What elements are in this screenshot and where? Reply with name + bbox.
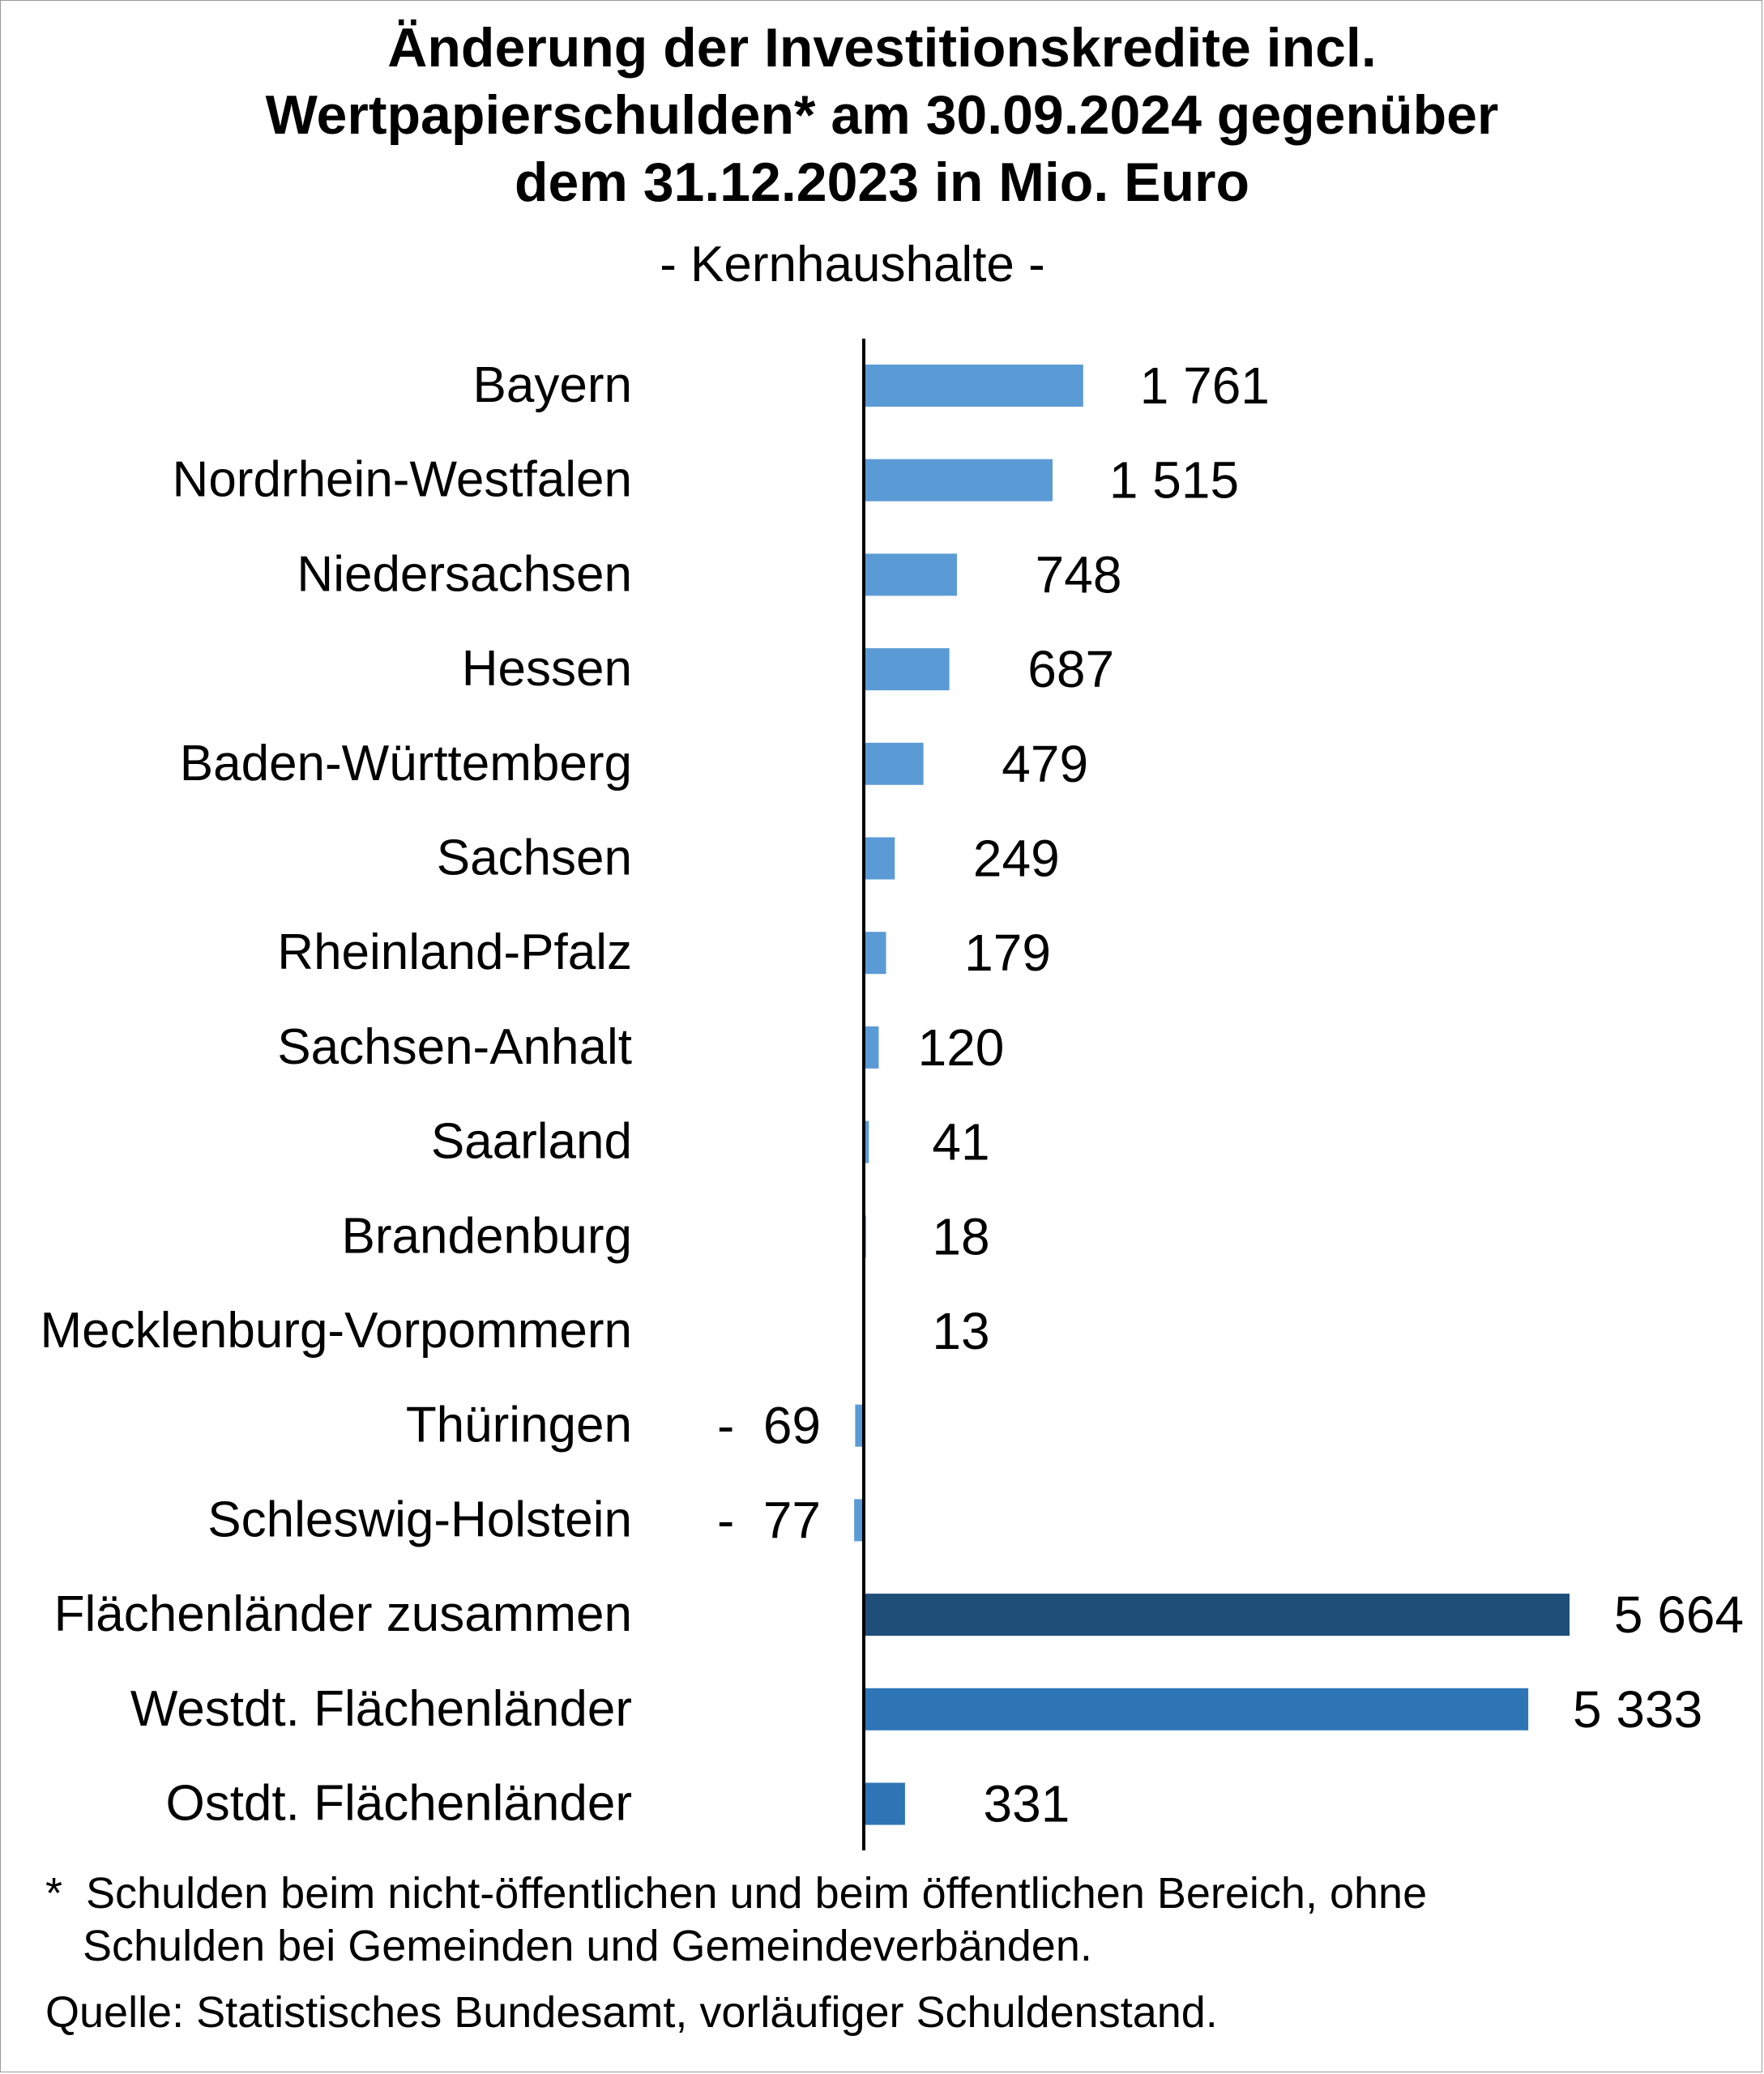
category-label: Nordrhein-Westfalen <box>173 452 632 508</box>
value-label: 249 <box>973 830 1060 888</box>
chart-title: Änderung der Investitionskredite incl. W… <box>0 15 1764 216</box>
bar <box>864 1688 1529 1730</box>
value-label: 331 <box>984 1775 1070 1833</box>
category-label: Rheinland-Pfalz <box>277 924 632 980</box>
category-label: Mecklenburg-Vorpommern <box>40 1303 632 1359</box>
bar <box>864 1120 869 1163</box>
bar <box>864 837 895 880</box>
bar <box>864 1782 905 1825</box>
value-label: 687 <box>1027 640 1114 698</box>
bar <box>864 459 1053 501</box>
category-label: Niedersachsen <box>297 546 632 602</box>
category-label: Schleswig-Holstein <box>207 1491 632 1547</box>
value-label: 41 <box>932 1113 989 1171</box>
title-line-2: Wertpapierschulden* am 30.09.2024 gegenü… <box>265 84 1499 146</box>
value-label: 479 <box>1002 735 1088 793</box>
category-label: Bayern <box>473 357 632 413</box>
value-label: 179 <box>964 924 1051 982</box>
bar <box>854 1499 864 1542</box>
footnote-line-2: Schulden bei Gemeinden und Gemeindeverbä… <box>83 1922 1092 1970</box>
category-label: Brandenburg <box>342 1208 633 1264</box>
bar <box>864 365 1083 407</box>
bar <box>864 648 950 691</box>
footnote-line-1: Schulden beim nicht-öffentlichen und bei… <box>86 1869 1428 1918</box>
value-label: 18 <box>932 1207 989 1265</box>
bar <box>864 742 924 785</box>
title-line-1: Änderung der Investitionskredite incl. <box>387 17 1377 79</box>
footnote-marker: * <box>45 1869 63 1918</box>
bar <box>864 932 886 975</box>
chart-subtitle: - Kernhaushalte - <box>660 237 1045 292</box>
value-label: 13 <box>932 1302 989 1360</box>
bar <box>864 1026 879 1069</box>
source-note: Quelle: Statistisches Bundesamt, vorläuf… <box>45 1988 1218 2037</box>
category-label: Ostdt. Flächenländer <box>165 1776 632 1832</box>
footnote: * Schulden beim nicht-öffentlichen und be… <box>45 1867 1731 1973</box>
category-label: Flächenländer zusammen <box>54 1586 632 1642</box>
value-label: 1 515 <box>1109 451 1239 510</box>
value-label: - 77 <box>717 1491 821 1549</box>
value-label: 748 <box>1036 545 1122 604</box>
category-label: Sachsen <box>437 830 632 886</box>
category-label: Sachsen-Anhalt <box>277 1019 632 1075</box>
bar <box>864 553 958 596</box>
value-label: 5 333 <box>1573 1680 1702 1739</box>
value-label: 1 761 <box>1140 356 1270 415</box>
value-label: 120 <box>918 1018 1005 1077</box>
category-label: Thüringen <box>406 1398 632 1453</box>
category-label: Westdt. Flächenländer <box>130 1681 632 1737</box>
category-label: Baden-Württemberg <box>180 736 632 792</box>
bar <box>864 1594 1570 1637</box>
category-label: Saarland <box>431 1114 632 1170</box>
value-label: - 69 <box>717 1397 821 1455</box>
bar-chart: Bayern 1 761 Nordrhein-Westfalen 1 515 Niede… <box>40 339 1744 1850</box>
category-label: Hessen <box>462 641 632 697</box>
title-line-3: dem 31.12.2023 in Mio. Euro <box>514 151 1249 213</box>
bar <box>855 1404 864 1447</box>
value-label: 5 664 <box>1614 1585 1744 1644</box>
